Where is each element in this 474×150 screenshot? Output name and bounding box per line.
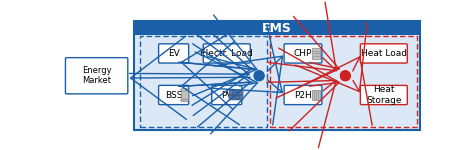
Bar <box>312 90 320 100</box>
Text: BSS: BSS <box>165 90 182 99</box>
FancyBboxPatch shape <box>360 85 407 105</box>
Text: Heat
Storage: Heat Storage <box>366 85 401 105</box>
Bar <box>239 90 243 95</box>
Bar <box>229 95 233 100</box>
Bar <box>181 90 188 100</box>
Ellipse shape <box>181 88 188 91</box>
Bar <box>134 21 420 35</box>
Bar <box>134 21 420 130</box>
FancyBboxPatch shape <box>212 85 242 105</box>
Bar <box>239 95 243 100</box>
FancyBboxPatch shape <box>284 85 322 105</box>
Bar <box>312 48 320 59</box>
Text: P2H: P2H <box>294 90 312 99</box>
FancyBboxPatch shape <box>203 44 250 63</box>
Circle shape <box>253 70 265 82</box>
Text: CHP: CHP <box>294 49 312 58</box>
Bar <box>236 95 239 100</box>
Bar <box>236 90 239 95</box>
FancyBboxPatch shape <box>284 44 322 63</box>
Text: PV: PV <box>221 90 233 99</box>
Text: EV: EV <box>168 49 180 58</box>
FancyBboxPatch shape <box>360 44 407 63</box>
Circle shape <box>339 70 352 82</box>
Bar <box>229 90 233 95</box>
FancyBboxPatch shape <box>65 58 128 94</box>
Bar <box>140 36 267 127</box>
Text: EMS: EMS <box>262 21 292 34</box>
Text: Electr. Load: Electr. Load <box>201 49 253 58</box>
Ellipse shape <box>181 99 188 102</box>
Bar <box>233 90 236 95</box>
Bar <box>270 36 417 127</box>
FancyBboxPatch shape <box>159 44 189 63</box>
FancyBboxPatch shape <box>159 85 189 105</box>
Bar <box>233 95 236 100</box>
Text: Heat Load: Heat Load <box>361 49 407 58</box>
Text: Energy
Market: Energy Market <box>82 66 111 86</box>
